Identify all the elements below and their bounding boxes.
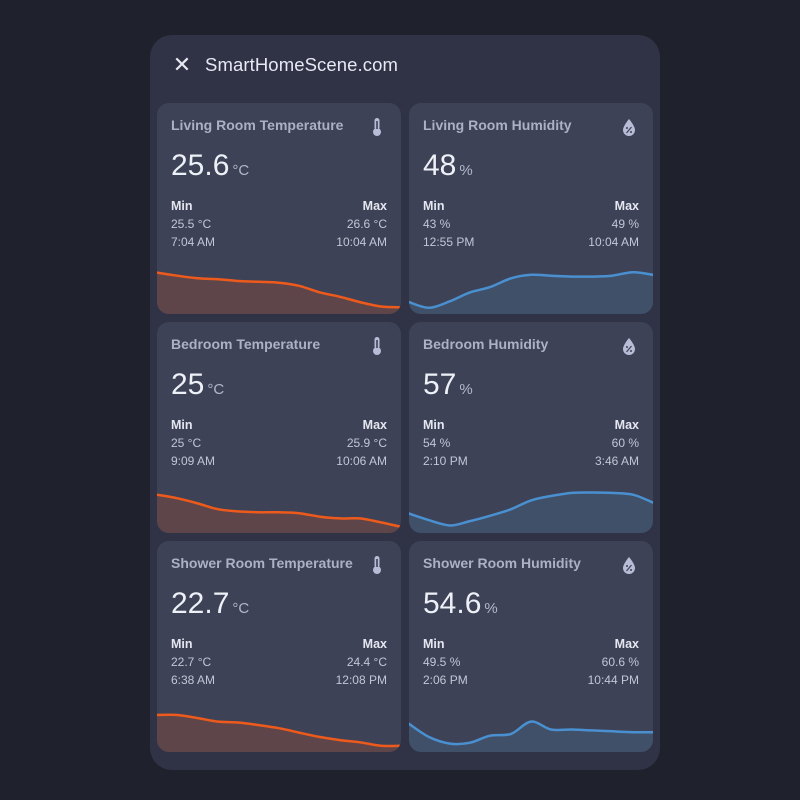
graph-area <box>157 272 401 314</box>
min-label: Min <box>423 418 445 432</box>
min-time: 7:04 AM <box>171 235 216 249</box>
sensor-card-bedroom-temperature[interactable]: Bedroom Temperature 25 °C Min 25 °C 9:09 … <box>157 322 401 533</box>
min-time: 2:10 PM <box>423 454 468 468</box>
max-label: Max <box>614 199 639 213</box>
sensor-card-living-room-temperature[interactable]: Living Room Temperature 25.6 °C Min 25.5 … <box>157 103 401 314</box>
graph-area <box>157 714 401 752</box>
card-title: Bedroom Temperature <box>171 336 321 352</box>
sensor-card-shower-room-humidity[interactable]: Shower Room Humidity 54.6% Min 49.5 % 2:… <box>409 541 653 752</box>
value-unit: % <box>459 162 473 179</box>
min-time: 2:06 PM <box>423 673 468 687</box>
value-unit: °C <box>207 381 225 398</box>
value-unit: °C <box>232 600 250 617</box>
dialog-title: SmartHomeScene.com <box>205 54 399 75</box>
min-time: 12:55 PM <box>423 235 475 249</box>
graph-line <box>157 271 401 309</box>
max-value: 26.6 °C <box>346 217 387 231</box>
close-button[interactable]: ✕ <box>170 53 194 77</box>
max-time: 12:08 PM <box>335 673 387 687</box>
history-graph <box>409 491 653 533</box>
current-value: 57% <box>423 368 473 401</box>
history-graph <box>409 720 653 752</box>
humidity-icon <box>621 336 637 356</box>
value-unit: % <box>459 381 473 398</box>
min-value: 25.5 °C <box>171 217 212 231</box>
card-title: Bedroom Humidity <box>423 336 549 352</box>
sensor-card-bedroom-humidity[interactable]: Bedroom Humidity 57% Min 54 % 2:10 PM Ma… <box>409 322 653 533</box>
min-label: Min <box>423 637 445 651</box>
max-label: Max <box>362 637 387 651</box>
max-value: 60 % <box>611 436 639 450</box>
graph-line <box>409 720 653 746</box>
min-label: Min <box>171 637 193 651</box>
graph-line <box>409 270 653 310</box>
min-label: Min <box>171 418 193 432</box>
current-value: 25.6 °C <box>171 149 250 182</box>
card-title: Living Room Temperature <box>171 117 344 133</box>
current-value: 22.7 °C <box>171 587 250 620</box>
current-value: 25 °C <box>171 368 225 401</box>
min-time: 9:09 AM <box>171 454 216 468</box>
value-unit: % <box>484 600 498 617</box>
history-graph <box>157 271 401 314</box>
graph-area <box>409 492 653 533</box>
graph-area <box>409 272 653 314</box>
humidity-icon <box>621 555 637 575</box>
graph-line <box>157 713 401 748</box>
max-value: 24.4 °C <box>346 655 387 669</box>
thermometer-icon <box>369 555 385 575</box>
max-label: Max <box>614 418 639 432</box>
current-value: 48% <box>423 149 473 182</box>
humidity-icon <box>621 117 637 137</box>
max-time: 10:04 AM <box>336 235 387 249</box>
close-icon: ✕ <box>172 52 192 77</box>
max-value: 60.6 % <box>601 655 639 669</box>
max-time: 10:44 PM <box>587 673 639 687</box>
min-value: 22.7 °C <box>171 655 212 669</box>
history-graph <box>157 713 401 752</box>
value-unit: °C <box>232 162 250 179</box>
min-value: 49.5 % <box>423 655 461 669</box>
graph-area <box>157 494 401 533</box>
card-title: Shower Room Temperature <box>171 555 353 571</box>
sensor-card-living-room-humidity[interactable]: Living Room Humidity 48% Min 43 % 12:55 … <box>409 103 653 314</box>
thermometer-icon <box>369 117 385 137</box>
graph-line <box>157 493 401 529</box>
card-title: Shower Room Humidity <box>423 555 581 571</box>
dialog-header: ✕ SmartHomeScene.com <box>150 35 660 97</box>
history-graph <box>157 493 401 533</box>
min-value: 43 % <box>423 217 451 231</box>
min-time: 6:38 AM <box>171 673 216 687</box>
max-label: Max <box>614 637 639 651</box>
max-label: Max <box>362 199 387 213</box>
current-value: 54.6% <box>423 587 498 620</box>
max-time: 10:06 AM <box>336 454 387 468</box>
graph-area <box>409 721 653 752</box>
max-label: Max <box>362 418 387 432</box>
graph-line <box>409 491 653 527</box>
max-time: 3:46 AM <box>594 454 639 468</box>
history-graph <box>409 270 653 314</box>
max-value: 25.9 °C <box>346 436 387 450</box>
min-value: 54 % <box>423 436 451 450</box>
thermometer-icon <box>369 336 385 356</box>
dialog-panel: ✕ SmartHomeScene.com Living Room Tempera… <box>150 35 660 770</box>
min-label: Min <box>423 199 445 213</box>
min-value: 25 °C <box>171 436 202 450</box>
min-label: Min <box>171 199 193 213</box>
max-value: 49 % <box>611 217 639 231</box>
card-title: Living Room Humidity <box>423 117 572 133</box>
sensor-card-shower-room-temperature[interactable]: Shower Room Temperature 22.7 °C Min 22.7 … <box>157 541 401 752</box>
max-time: 10:04 AM <box>588 235 639 249</box>
